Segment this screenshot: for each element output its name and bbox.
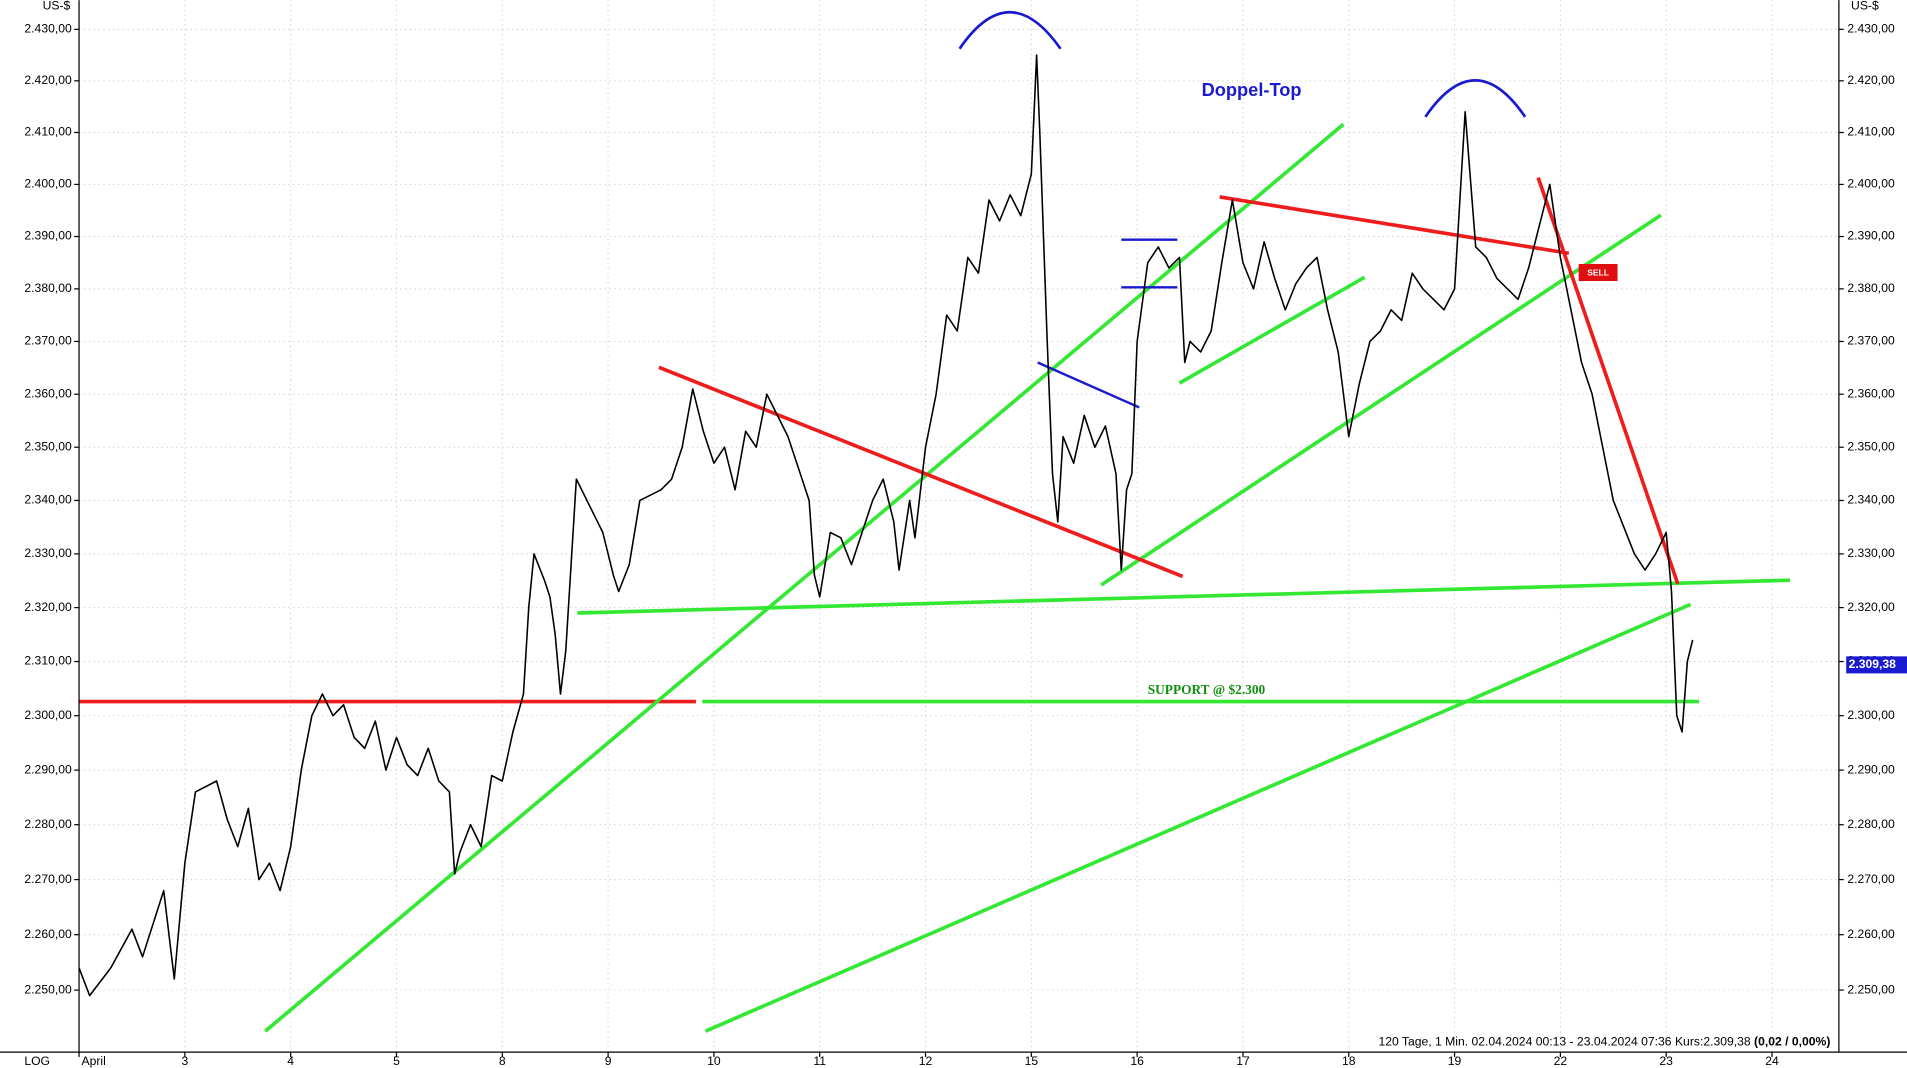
y-tick-label: 2.360,00 [24,386,72,400]
x-tick-label: April [81,1054,105,1068]
y-tick-label: 2.400,00 [1847,177,1895,191]
y-unit: US-$ [1851,0,1879,12]
trend-line [658,365,1184,579]
trend-line [1219,195,1570,256]
x-tick-label: 18 [1342,1054,1356,1068]
y-tick-label: 2.370,00 [1847,334,1895,348]
x-tick-label: 4 [287,1054,294,1068]
y-tick-label: 2.380,00 [24,281,72,295]
x-tick-label: 17 [1236,1054,1250,1068]
x-tick-label: 23 [1659,1054,1673,1068]
last-price-box [1846,656,1907,674]
y-tick-label: 2.300,00 [1847,708,1895,722]
x-tick-label: 15 [1025,1054,1039,1068]
y-tick-label: 2.390,00 [1847,229,1895,243]
x-tick-label: 8 [499,1054,506,1068]
y-unit: US-$ [43,0,71,12]
x-tick-label: 9 [605,1054,612,1068]
x-tick-label: 22 [1554,1054,1568,1068]
y-tick-label: 2.280,00 [24,817,72,831]
y-tick-label: 2.430,00 [24,22,72,36]
y-tick-label: 2.340,00 [24,493,72,507]
top-arc [1424,79,1527,118]
x-tick-label: 10 [707,1054,721,1068]
trend-line [1037,361,1140,409]
trend-line [577,578,1791,615]
last-price-label: 2.309,38 [1849,657,1897,671]
top-arc [958,11,1062,50]
x-tick-label: 16 [1130,1054,1144,1068]
y-tick-label: 2.310,00 [24,654,72,668]
scale-label: LOG [24,1054,50,1068]
y-tick-label: 2.350,00 [24,439,72,453]
trend-line [1536,177,1680,585]
y-tick-label: 2.320,00 [24,600,72,614]
trend-line [704,602,1692,1033]
footer-text: 120 Tage, 1 Min. 02.04.2024 00:13 - 23.0… [1378,1035,1754,1049]
plot-area [79,54,1791,1033]
y-tick-label: 2.260,00 [1847,927,1895,941]
y-tick-label: 2.270,00 [24,872,72,886]
y-tick-label: 2.430,00 [1847,22,1895,36]
x-tick-label: 24 [1765,1054,1779,1068]
x-tick-label: 19 [1448,1054,1462,1068]
y-tick-label: 2.410,00 [24,125,72,139]
annotation: SELL [1587,267,1609,277]
y-tick-label: 2.290,00 [1847,762,1895,776]
x-tick-label: 11 [813,1054,826,1068]
y-tick-label: 2.400,00 [24,177,72,191]
y-tick-label: 2.420,00 [24,73,72,87]
price-line [79,54,1694,997]
y-tick-label: 2.420,00 [1847,73,1895,87]
y-tick-label: 2.300,00 [24,708,72,722]
y-tick-label: 2.290,00 [24,762,72,776]
y-tick-label: 2.320,00 [1847,600,1895,614]
y-tick-label: 2.390,00 [24,229,72,243]
annotation: Doppel-Top [1202,79,1302,100]
y-tick-label: 2.380,00 [1847,281,1895,295]
y-tick-label: 2.270,00 [1847,872,1895,886]
y-tick-label: 2.340,00 [1847,493,1895,507]
x-tick-label: 5 [393,1054,400,1068]
y-tick-label: 2.370,00 [24,334,72,348]
trend-line [264,122,1345,1033]
y-tick-label: 2.280,00 [1847,817,1895,831]
grid [79,0,1839,1053]
y-tick-label: 2.330,00 [1847,546,1895,560]
sell-badge [1578,264,1618,282]
annotation: SUPPORT @ $2.300 [1148,682,1266,697]
trend-line [1178,275,1366,385]
trend-line [1100,213,1662,587]
y-tick-label: 2.330,00 [24,546,72,560]
y-tick-label: 2.260,00 [24,927,72,941]
x-tick-label: 3 [181,1054,188,1068]
y-tick-label: 2.350,00 [1847,439,1895,453]
footer-change: (0,02 / 0,00%) [1754,1035,1830,1049]
y-tick-label: 2.250,00 [24,982,72,996]
x-tick-label: 12 [919,1054,933,1068]
y-tick-label: 2.360,00 [1847,386,1895,400]
y-tick-label: 2.410,00 [1847,125,1895,139]
y-tick-label: 2.250,00 [1847,982,1895,996]
footer: 120 Tage, 1 Min. 02.04.2024 00:13 - 23.0… [1378,1035,1830,1049]
